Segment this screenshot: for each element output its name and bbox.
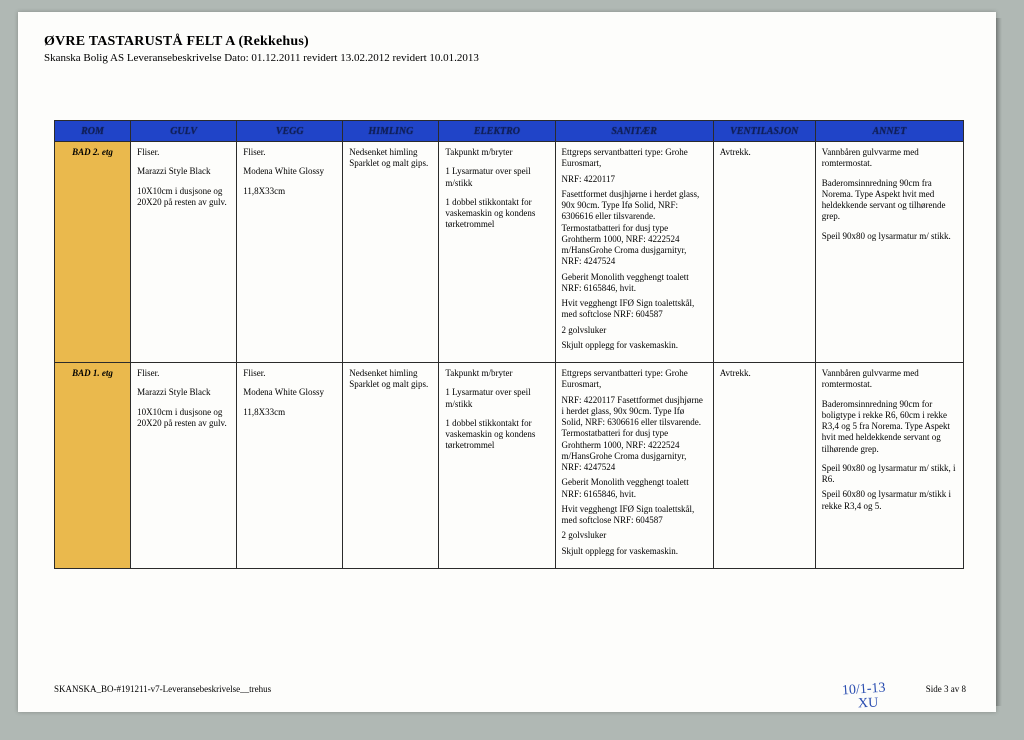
cell-annet: Vannbåren gulvvarme med romtermostat.Bad…: [815, 363, 963, 569]
footer-page-number: Side 3 av 8: [926, 684, 966, 694]
cell-himling: Nedsenket himling Sparklet og malt gips.: [343, 363, 439, 569]
col-elektro: ELEKTRO: [439, 121, 555, 142]
row-label: BAD 2. etg: [55, 142, 131, 363]
document-page: ØVRE TASTARUSTÅ FELT A (Rekkehus) Skansk…: [18, 12, 996, 712]
subtitle: Skanska Bolig AS Leveransebeskrivelse Da…: [44, 52, 996, 64]
cell-himling: Nedsenket himling Sparklet og malt gips.: [343, 142, 439, 363]
table-row: BAD 1. etg Fliser.Marazzi Style Black10X…: [55, 363, 964, 569]
table-row: BAD 2. etg Fliser.Marazzi Style Black10X…: [55, 142, 964, 363]
cell-sanitaer: Ettgreps servantbatteri type: Grohe Euro…: [555, 363, 713, 569]
col-vegg: VEGG: [237, 121, 343, 142]
spec-table: ROM GULV VEGG HIMLING ELEKTRO SANITÆR VE…: [54, 120, 964, 569]
cell-vegg: Fliser.Modena White Glossy11,8X33cm: [237, 363, 343, 569]
page-header: ØVRE TASTARUSTÅ FELT A (Rekkehus) Skansk…: [18, 12, 996, 64]
cell-vent: Avtrekk.: [713, 363, 815, 569]
col-sanitaer: SANITÆR: [555, 121, 713, 142]
cell-vegg: Fliser.Modena White Glossy11,8X33cm: [237, 142, 343, 363]
col-annet: ANNET: [815, 121, 963, 142]
cell-elektro: Takpunkt m/bryter1 Lysarmatur over speil…: [439, 142, 555, 363]
cell-gulv: Fliser.Marazzi Style Black10X10cm i dusj…: [131, 142, 237, 363]
col-himling: HIMLING: [343, 121, 439, 142]
title: ØVRE TASTARUSTÅ FELT A (Rekkehus): [44, 34, 996, 50]
header-row: ROM GULV VEGG HIMLING ELEKTRO SANITÆR VE…: [55, 121, 964, 142]
scan-shadow: [996, 18, 1002, 706]
col-rom: ROM: [55, 121, 131, 142]
footer-doc-id: SKANSKA_BO-#191211-v7-Leveransebeskrivel…: [54, 684, 271, 694]
cell-gulv: Fliser.Marazzi Style Black10X10cm i dusj…: [131, 363, 237, 569]
cell-elektro: Takpunkt m/bryter1 Lysarmatur over speil…: [439, 363, 555, 569]
col-ventilasjon: VENTILASJON: [713, 121, 815, 142]
cell-sanitaer: Ettgreps servantbatteri type: Grohe Euro…: [555, 142, 713, 363]
col-gulv: GULV: [131, 121, 237, 142]
cell-vent: Avtrekk.: [713, 142, 815, 363]
cell-annet: Vannbåren gulvvarme med romtermostat.Bad…: [815, 142, 963, 363]
handwritten-initials: XU: [857, 696, 878, 713]
row-label: BAD 1. etg: [55, 363, 131, 569]
